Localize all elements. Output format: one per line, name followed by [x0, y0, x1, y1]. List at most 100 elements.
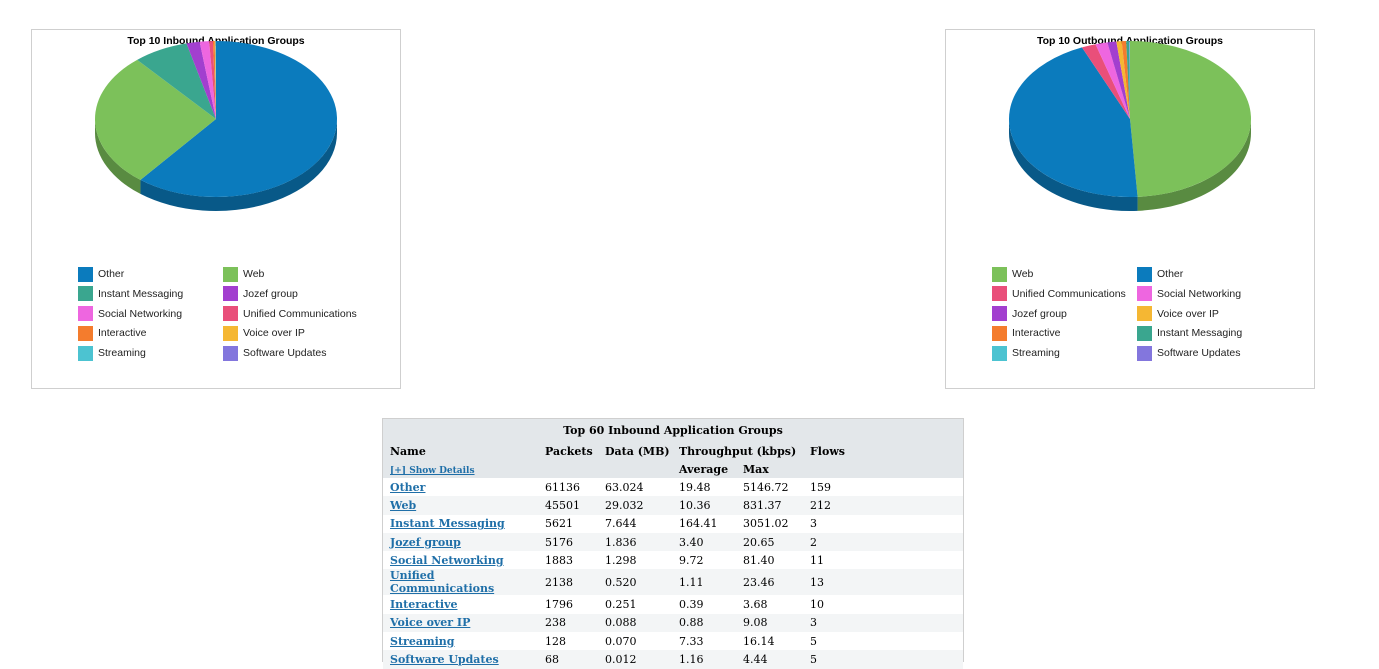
inbound-legend-label-web: Web	[243, 268, 264, 280]
inbound-legend-item-web[interactable]: Web	[223, 266, 264, 282]
outbound-legend-label-other: Other	[1157, 268, 1183, 280]
cell-packets: 128	[538, 632, 598, 650]
row-link-unified-communications[interactable]: Unified Communications	[390, 569, 494, 595]
cell-blank	[846, 614, 963, 632]
outbound-legend-swatch-social-networking	[1137, 286, 1152, 301]
cell-name: Interactive	[383, 595, 538, 613]
inbound-legend-item-streaming[interactable]: Streaming	[78, 345, 146, 361]
outbound-legend-label-web: Web	[1012, 268, 1033, 280]
inbound-legend-item-jozef-group[interactable]: Jozef group	[223, 286, 298, 302]
row-link-jozef-group[interactable]: Jozef group	[390, 536, 461, 549]
inbound-legend-label-social-networking: Social Networking	[98, 308, 182, 320]
inbound-legend-item-voice-over-ip[interactable]: Voice over IP	[223, 325, 305, 341]
inbound-legend-swatch-streaming	[78, 346, 93, 361]
cell-name: Web	[383, 496, 538, 514]
inbound-legend-label-instant-messaging: Instant Messaging	[98, 288, 183, 300]
cell-blank	[846, 533, 963, 551]
cell-max: 3051.02	[736, 515, 803, 533]
inbound-legend-item-social-networking[interactable]: Social Networking	[78, 306, 182, 322]
cell-blank	[846, 569, 963, 595]
cell-avg: 3.40	[672, 533, 736, 551]
row-link-voice-over-ip[interactable]: Voice over IP	[390, 616, 470, 629]
row-link-instant-messaging[interactable]: Instant Messaging	[390, 517, 505, 530]
cell-max: 3.68	[736, 595, 803, 613]
outbound-legend-item-instant-messaging[interactable]: Instant Messaging	[1137, 325, 1242, 341]
outbound-legend-swatch-other	[1137, 267, 1152, 282]
inbound-legend-swatch-software-updates	[223, 346, 238, 361]
outbound-legend-item-software-updates[interactable]: Software Updates	[1137, 345, 1240, 361]
inbound-legend-item-software-updates[interactable]: Software Updates	[223, 345, 326, 361]
cell-avg: 164.41	[672, 515, 736, 533]
cell-max: 5146.72	[736, 478, 803, 496]
cell-max: 20.65	[736, 533, 803, 551]
inbound-legend-item-unified-communications[interactable]: Unified Communications	[223, 306, 357, 322]
inbound-legend-label-interactive: Interactive	[98, 327, 146, 339]
inbound-app-groups-table: Top 60 Inbound Application Groups Name P…	[383, 419, 963, 669]
inbound-legend-item-other[interactable]: Other	[78, 266, 124, 282]
cell-packets: 2138	[538, 569, 598, 595]
cell-data: 0.251	[598, 595, 672, 613]
outbound-legend-item-jozef-group[interactable]: Jozef group	[992, 306, 1067, 322]
outbound-legend-item-interactive[interactable]: Interactive	[992, 325, 1060, 341]
cell-packets: 61136	[538, 478, 598, 496]
cell-name: Instant Messaging	[383, 515, 538, 533]
cell-max: 831.37	[736, 496, 803, 514]
outbound-legend-item-other[interactable]: Other	[1137, 266, 1183, 282]
cell-blank	[846, 496, 963, 514]
inbound-legend-item-instant-messaging[interactable]: Instant Messaging	[78, 286, 183, 302]
cell-packets: 1883	[538, 551, 598, 569]
col-header-packets: Packets	[538, 442, 598, 461]
table-title: Top 60 Inbound Application Groups	[383, 419, 963, 442]
cell-avg: 1.11	[672, 569, 736, 595]
cell-blank	[846, 551, 963, 569]
inbound-legend-swatch-other	[78, 267, 93, 282]
outbound-legend-item-streaming[interactable]: Streaming	[992, 345, 1060, 361]
cell-packets: 45501	[538, 496, 598, 514]
cell-name: Unified Communications	[383, 569, 538, 595]
inbound-legend-swatch-interactive	[78, 326, 93, 341]
outbound-legend-label-voice-over-ip: Voice over IP	[1157, 308, 1219, 320]
cell-packets: 5621	[538, 515, 598, 533]
outbound-legend-swatch-voice-over-ip	[1137, 306, 1152, 321]
cell-packets: 1796	[538, 595, 598, 613]
col-header-average: Average	[672, 461, 736, 478]
outbound-legend-item-voice-over-ip[interactable]: Voice over IP	[1137, 306, 1219, 322]
outbound-legend-item-social-networking[interactable]: Social Networking	[1137, 286, 1241, 302]
outbound-legend-swatch-instant-messaging	[1137, 326, 1152, 341]
inbound-legend-swatch-unified-communications	[223, 306, 238, 321]
cell-name: Voice over IP	[383, 614, 538, 632]
outbound-legend-swatch-software-updates	[1137, 346, 1152, 361]
cell-max: 9.08	[736, 614, 803, 632]
outbound-legend-item-web[interactable]: Web	[992, 266, 1033, 282]
inbound-pie-chart	[32, 30, 402, 260]
cell-packets: 238	[538, 614, 598, 632]
outbound-legend-label-social-networking: Social Networking	[1157, 288, 1241, 300]
row-link-web[interactable]: Web	[390, 499, 416, 512]
row-link-social-networking[interactable]: Social Networking	[390, 554, 504, 567]
show-details-link[interactable]: [+] Show Details	[390, 466, 475, 476]
inbound-table-panel: Top 60 Inbound Application Groups Name P…	[382, 418, 964, 662]
cell-flows: 212	[803, 496, 846, 514]
cell-avg: 0.88	[672, 614, 736, 632]
cell-blank	[846, 595, 963, 613]
cell-avg: 0.39	[672, 595, 736, 613]
row-link-interactive[interactable]: Interactive	[390, 598, 458, 611]
outbound-legend-item-unified-communications[interactable]: Unified Communications	[992, 286, 1126, 302]
cell-data: 0.088	[598, 614, 672, 632]
cell-flows: 11	[803, 551, 846, 569]
cell-flows: 10	[803, 595, 846, 613]
row-link-software-updates[interactable]: Software Updates	[390, 653, 499, 666]
cell-flows: 3	[803, 614, 846, 632]
cell-blank	[846, 632, 963, 650]
row-link-streaming[interactable]: Streaming	[390, 635, 454, 648]
row-link-other[interactable]: Other	[390, 481, 425, 494]
inbound-legend-item-interactive[interactable]: Interactive	[78, 325, 146, 341]
cell-flows: 159	[803, 478, 846, 496]
outbound-legend-swatch-jozef-group	[992, 306, 1007, 321]
